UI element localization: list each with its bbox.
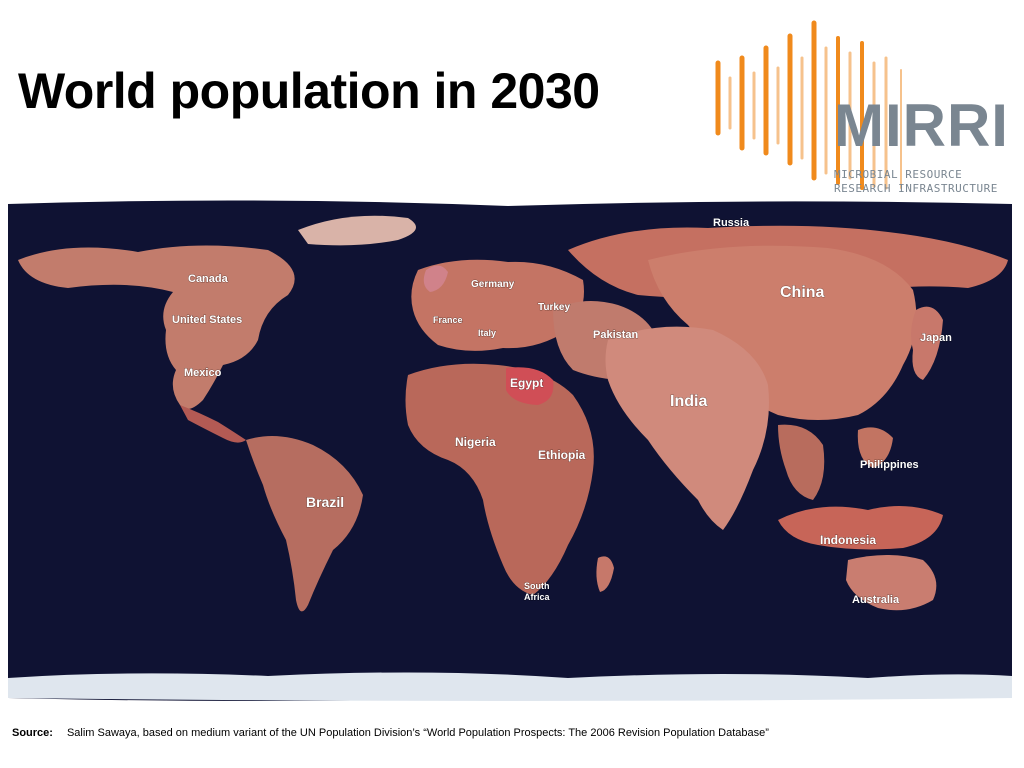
orange-bars	[715, 20, 902, 190]
label-india: India	[670, 393, 707, 410]
label-germany: Germany	[471, 279, 515, 290]
label-nigeria: Nigeria	[455, 435, 496, 449]
label-ethiopia: Ethiopia	[538, 448, 586, 462]
label-italy: Italy	[478, 328, 496, 338]
land-india	[605, 326, 769, 530]
label-france: France	[433, 315, 463, 325]
land-central-america	[180, 405, 246, 443]
label-pakistan: Pakistan	[593, 329, 639, 341]
land-egypt	[506, 367, 554, 405]
land-greenland	[298, 215, 416, 246]
label-japan: Japan	[920, 332, 952, 344]
label-philippines: Philippines	[860, 459, 919, 471]
label-canada: Canada	[188, 273, 229, 285]
logo-subtitle-line1: MICROBIAL RESOURCE	[834, 168, 963, 181]
label-south-africa-line2: Africa	[524, 592, 551, 602]
land-europe	[411, 259, 584, 351]
world-cartogram-map: Russia Canada Germany Turkey United Stat…	[8, 200, 1012, 702]
label-south-africa-line1: South	[524, 581, 550, 591]
label-china: China	[780, 284, 825, 301]
label-indonesia: Indonesia	[820, 533, 876, 547]
source-citation: Source: Salim Sawaya, based on medium var…	[12, 727, 769, 739]
land-uk	[423, 265, 448, 292]
source-text: Salim Sawaya, based on medium variant of…	[66, 727, 769, 739]
land-north-america	[18, 245, 295, 409]
source-label: Source:	[12, 727, 53, 739]
slide-title: World population in 2030	[18, 63, 600, 119]
land-southeast-asia	[778, 424, 825, 500]
logo-bars	[715, 20, 902, 190]
label-turkey: Turkey	[538, 302, 570, 313]
cartogram-svg: Russia Canada Germany Turkey United Stat…	[8, 200, 1012, 701]
label-egypt: Egypt	[510, 376, 543, 390]
land-madagascar	[596, 556, 614, 592]
label-united-states: United States	[172, 314, 242, 326]
logo-wordmark: MIRRI	[834, 92, 1009, 159]
mirri-logo: MIRRI MICROBIAL RESOURCE RESEARCH INFRAS…	[706, 8, 1018, 198]
land-antarctica	[8, 672, 1012, 701]
land-indonesia	[778, 506, 943, 550]
land-south-america	[246, 436, 363, 612]
land-australia	[846, 555, 937, 611]
logo-subtitle-line2: RESEARCH INFRASTRUCTURE	[834, 182, 998, 195]
label-russia: Russia	[713, 217, 750, 229]
land-africa	[405, 363, 594, 595]
land-china	[648, 245, 917, 420]
label-brazil: Brazil	[306, 494, 344, 510]
label-mexico: Mexico	[184, 367, 222, 379]
land-japan	[911, 306, 943, 380]
land-philippines	[857, 427, 893, 468]
label-australia: Australia	[852, 594, 900, 606]
